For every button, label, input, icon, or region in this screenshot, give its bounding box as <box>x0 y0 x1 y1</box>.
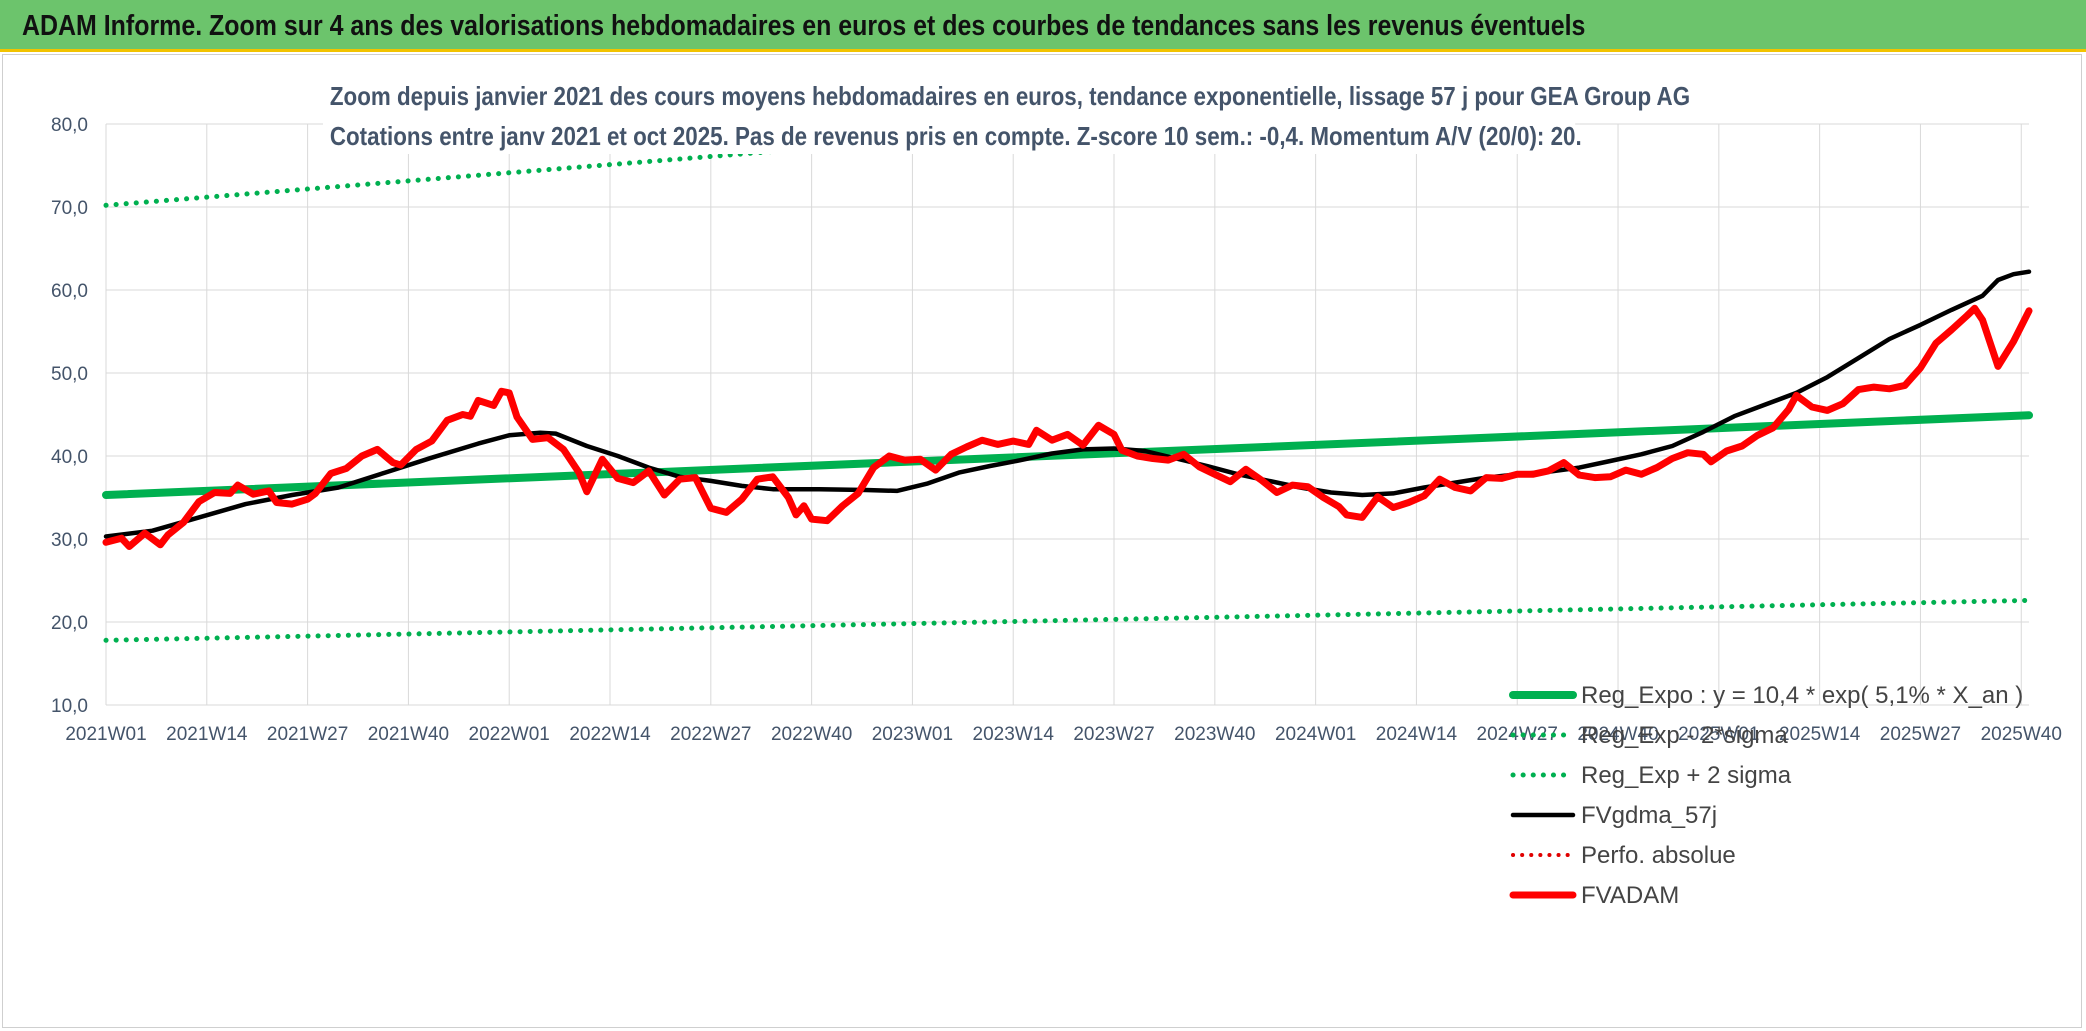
chart-frame: 10,0 20,0 30,0 40,0 50,0 60,0 70,0 80,0 2021W01 2… <box>2 54 2082 1028</box>
x-tick-label: 2025W40 <box>1981 724 2062 745</box>
legend-label: FVgdma_57j <box>1581 802 1717 829</box>
y-tick-label: 60,0 <box>51 281 88 302</box>
x-tick-label: 2024W40 <box>1577 724 1658 745</box>
y-tick-label: 40,0 <box>51 447 88 468</box>
x-tick-label: 2024W01 <box>1275 724 1356 745</box>
chart-subtitle: Cotations entre janv 2021 et oct 2025. P… <box>323 119 1582 154</box>
legend-label: Reg_Expo : y = 10,4 * exp( 5,1% * X_an ) <box>1581 682 2023 709</box>
x-tick-label: 2022W14 <box>569 724 651 745</box>
legend-label: Perfo. absolue <box>1581 842 1736 869</box>
y-tick-label: 50,0 <box>51 364 88 385</box>
x-tick-label: 2024W27 <box>1477 724 1558 745</box>
x-tick-label: 2025W14 <box>1779 724 1861 745</box>
series-line-3 <box>103 269 2032 539</box>
x-tick-label: 2023W27 <box>1073 724 1154 745</box>
x-tick-label: 2021W40 <box>368 724 449 745</box>
x-tick-label: 2022W40 <box>771 724 852 745</box>
series-line-5 <box>102 304 2033 550</box>
x-tick-label: 2023W14 <box>973 724 1055 745</box>
legend-label: Reg_Exp + 2 sigma <box>1581 762 1792 789</box>
y-tick-label: 70,0 <box>51 198 88 219</box>
y-tick-label: 20,0 <box>51 613 88 634</box>
chart-title: Zoom depuis janvier 2021 des cours moyen… <box>323 79 1690 114</box>
series-group <box>102 124 2033 643</box>
x-tick-label: 2023W40 <box>1174 724 1255 745</box>
y-tick-label: 80,0 <box>51 115 88 136</box>
x-tick-label: 2024W14 <box>1376 724 1458 745</box>
x-tick-label: 2025W01 <box>1678 724 1759 745</box>
x-tick-label: 2021W27 <box>267 724 348 745</box>
x-tick-label: 2023W01 <box>872 724 953 745</box>
legend-label: Reg_Exp - 2*sigma <box>1581 722 1788 749</box>
series-line-2 <box>103 124 1145 208</box>
legend-label: FVADAM <box>1581 882 1679 909</box>
x-tick-label: 2022W01 <box>469 724 550 745</box>
x-tick-label: 2021W14 <box>166 724 248 745</box>
y-tick-label: 10,0 <box>51 696 88 717</box>
x-tick-label: 2025W27 <box>1880 724 1961 745</box>
report-banner: ADAM Informe. Zoom sur 4 ans des valoris… <box>0 0 2086 52</box>
x-tick-label: 2021W01 <box>65 724 146 745</box>
chart-area: 10,0 20,0 30,0 40,0 50,0 60,0 70,0 80,0 2021W01 2… <box>51 115 2062 909</box>
report-title: ADAM Informe. Zoom sur 4 ans des valoris… <box>22 10 1586 42</box>
series-line-0 <box>102 411 2033 499</box>
y-tick-label: 30,0 <box>51 530 88 551</box>
x-tick-label: 2022W27 <box>670 724 751 745</box>
series-line-1 <box>103 597 2032 643</box>
